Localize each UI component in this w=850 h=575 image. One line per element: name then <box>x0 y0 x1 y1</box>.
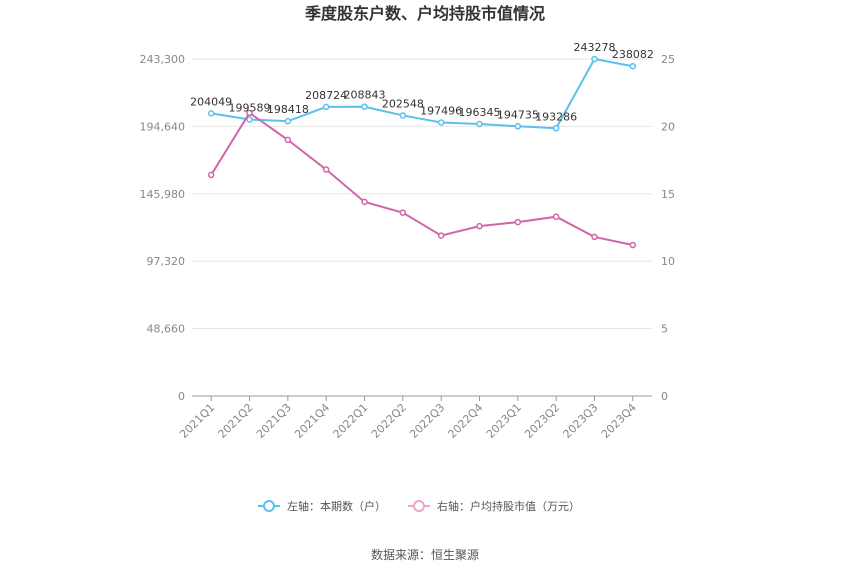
data-point-left <box>437 119 445 126</box>
legend-item-right-series[interactable]: 右轴：户均持股市值（万元） <box>408 499 580 513</box>
data-label: 199589 <box>229 102 271 115</box>
legend-marker-left-icon <box>263 500 275 512</box>
data-point-right <box>361 198 368 206</box>
x-tick-label: 2021Q4 <box>292 401 332 441</box>
data-point-left <box>246 116 253 123</box>
right-tick-label: 5 <box>661 323 668 336</box>
data-point-right <box>591 233 598 241</box>
data-label: 208724 <box>305 89 347 102</box>
data-point-right <box>246 109 253 117</box>
data-point-left <box>552 125 560 132</box>
left-tick-label: 0 <box>178 390 185 403</box>
data-point-left <box>476 120 483 128</box>
data-labels: 2040491995891984182087242088432025481974… <box>190 41 654 123</box>
right-tick-label: 15 <box>661 188 675 201</box>
x-tick-label: 2022Q3 <box>407 401 447 441</box>
data-label: 194735 <box>497 108 539 121</box>
data-point-left <box>361 103 368 110</box>
chart-title: 季度股东户数、户均持股市值情况 <box>304 4 545 23</box>
legend[interactable]: 左轴：本期数（户） 右轴：户均持股市值（万元） <box>258 499 580 513</box>
data-point-left <box>322 103 330 111</box>
left-tick-label: 97,320 <box>147 255 186 268</box>
data-point-left <box>629 62 637 70</box>
data-label: 243278 <box>574 41 616 54</box>
data-point-left <box>284 117 292 125</box>
data-point-right <box>399 209 407 216</box>
legend-label-right: 右轴：户均持股市值（万元） <box>437 499 580 513</box>
x-tick-label: 2023Q4 <box>599 401 639 441</box>
data-source: 数据来源：恒生聚源 <box>371 547 479 562</box>
x-tick-label: 2021Q3 <box>254 401 294 441</box>
data-point-right <box>284 136 292 144</box>
series-line-left <box>211 57 634 130</box>
data-point-left <box>399 112 407 119</box>
data-point-left <box>207 110 215 117</box>
data-label: 196345 <box>459 106 501 119</box>
right-tick-label: 20 <box>661 120 675 133</box>
x-tick-label: 2023Q2 <box>522 401 562 441</box>
series-layer <box>207 55 637 249</box>
data-point-right <box>552 213 560 220</box>
data-label: 202548 <box>382 97 424 110</box>
data-point-right <box>476 222 483 230</box>
data-label: 193286 <box>535 110 577 123</box>
left-tick-label: 145,980 <box>140 188 186 201</box>
data-label: 198418 <box>267 103 309 116</box>
x-tick-label: 2023Q1 <box>484 401 524 441</box>
axes: 0 48,660 97,320 145,980 194,640 243,300 0 5 10 15… <box>140 53 676 441</box>
left-tick-label: 194,640 <box>140 120 186 133</box>
data-label: 204049 <box>190 95 232 108</box>
data-label: 238082 <box>612 48 654 61</box>
legend-label-left: 左轴：本期数（户） <box>287 499 386 513</box>
data-point-right <box>322 166 330 173</box>
data-point-right <box>207 171 215 179</box>
right-tick-label: 25 <box>661 53 675 66</box>
data-point-left <box>514 123 522 130</box>
data-label: 208843 <box>344 89 386 102</box>
right-tick-label: 10 <box>661 255 675 268</box>
legend-marker-right-icon <box>413 500 425 512</box>
legend-item-left-series[interactable]: 左轴：本期数（户） <box>258 499 386 513</box>
left-tick-label: 243,300 <box>140 53 186 66</box>
x-tick-label: 2022Q1 <box>331 401 371 441</box>
data-point-right <box>629 241 637 249</box>
data-point-left <box>591 55 598 63</box>
x-tick-label: 2022Q2 <box>369 401 409 441</box>
x-tick-label: 2021Q2 <box>216 401 256 441</box>
data-point-right <box>437 232 445 239</box>
x-tick-label: 2022Q4 <box>446 401 486 441</box>
right-tick-label: 0 <box>661 390 668 403</box>
data-label: 197496 <box>420 104 462 117</box>
x-tick-label: 2023Q3 <box>561 401 601 441</box>
data-point-right <box>514 218 522 226</box>
x-tick-label: 2021Q1 <box>177 401 217 441</box>
series-line-right <box>210 111 634 247</box>
left-tick-label: 48,660 <box>147 323 186 336</box>
